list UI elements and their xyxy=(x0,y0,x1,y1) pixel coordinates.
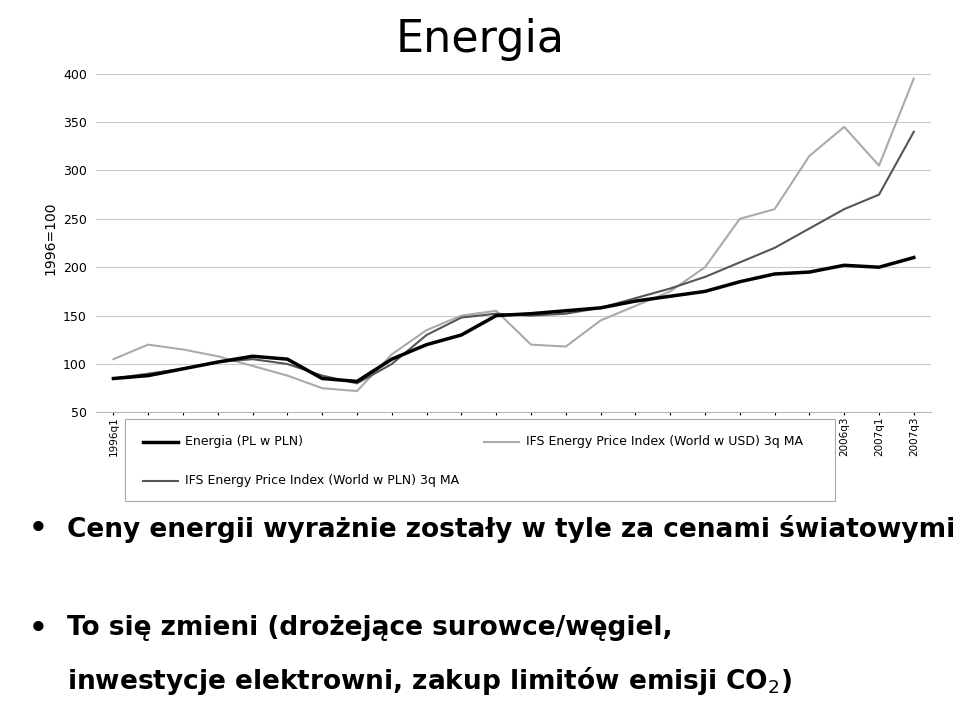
Text: IFS Energy Price Index (World w PLN) 3q MA: IFS Energy Price Index (World w PLN) 3q … xyxy=(185,474,459,487)
Text: •: • xyxy=(29,515,48,543)
Text: IFS Energy Price Index (World w USD) 3q MA: IFS Energy Price Index (World w USD) 3q … xyxy=(526,435,804,448)
Y-axis label: 1996=100: 1996=100 xyxy=(43,201,58,275)
Text: To się zmieni (drożejące surowce/węgiel,: To się zmieni (drożejące surowce/węgiel, xyxy=(67,615,673,641)
Text: Energia (PL w PLN): Energia (PL w PLN) xyxy=(185,435,303,448)
FancyBboxPatch shape xyxy=(125,419,835,501)
Text: •: • xyxy=(29,615,48,643)
Text: Ceny energii wyrażnie zostały w tyle za cenami światowymi (szczególnie w latach : Ceny energii wyrażnie zostały w tyle za … xyxy=(67,515,960,543)
Text: inwestycje elektrowni, zakup limitów emisji CO$_2$): inwestycje elektrowni, zakup limitów emi… xyxy=(67,665,792,697)
Text: Energia: Energia xyxy=(396,18,564,60)
